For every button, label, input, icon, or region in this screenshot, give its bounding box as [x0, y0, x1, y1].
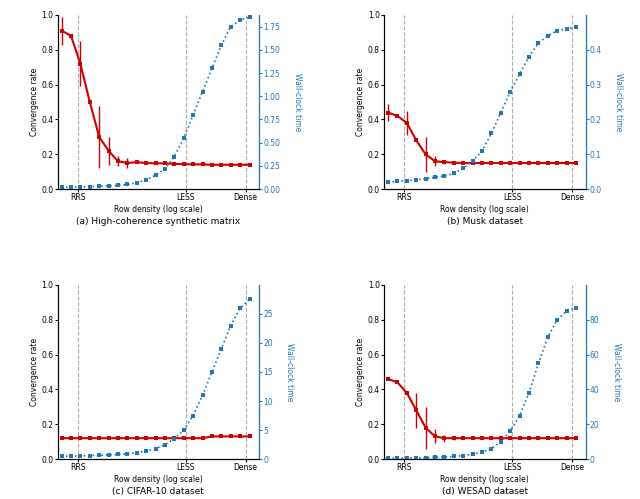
X-axis label: Row density (log scale): Row density (log scale) — [440, 205, 529, 214]
Text: (a) High-coherence synthetic matrix: (a) High-coherence synthetic matrix — [76, 217, 241, 226]
Text: (c) CIFAR-10 dataset: (c) CIFAR-10 dataset — [113, 487, 204, 496]
Y-axis label: Convergence rate: Convergence rate — [356, 68, 365, 136]
Text: (d) WESAD dataset: (d) WESAD dataset — [442, 487, 528, 496]
Y-axis label: Convergence rate: Convergence rate — [356, 338, 365, 406]
X-axis label: Row density (log scale): Row density (log scale) — [440, 475, 529, 484]
Y-axis label: Convergence rate: Convergence rate — [29, 68, 38, 136]
Text: (b) Musk dataset: (b) Musk dataset — [447, 217, 523, 226]
X-axis label: Row density (log scale): Row density (log scale) — [114, 475, 203, 484]
Y-axis label: Wall-clock time: Wall-clock time — [285, 343, 294, 401]
Y-axis label: Wall-clock time: Wall-clock time — [292, 73, 302, 131]
Y-axis label: Wall-clock time: Wall-clock time — [612, 343, 621, 401]
Y-axis label: Wall-clock time: Wall-clock time — [614, 73, 623, 131]
Y-axis label: Convergence rate: Convergence rate — [29, 338, 38, 406]
X-axis label: Row density (log scale): Row density (log scale) — [114, 205, 203, 214]
